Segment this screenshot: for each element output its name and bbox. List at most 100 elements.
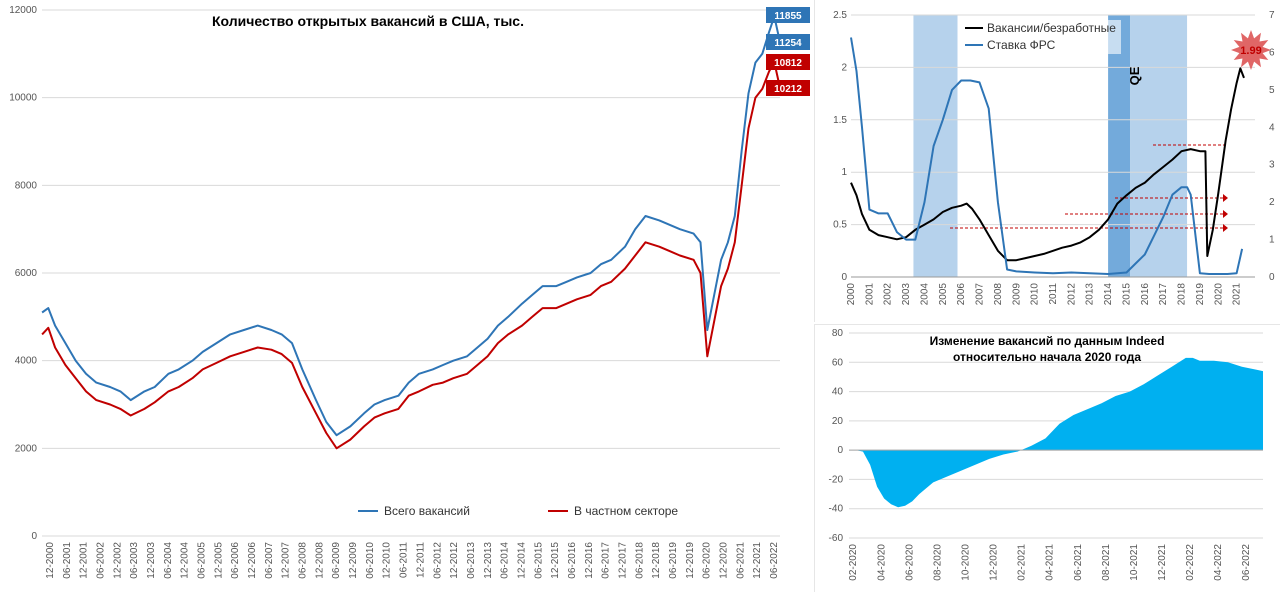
x-tick-label: 12-2021: [752, 542, 763, 579]
x-tick-label: 2008: [993, 283, 1004, 306]
x-tick-label: 06-2011: [399, 542, 410, 578]
x-tick-label: 12-2013: [483, 542, 494, 579]
x-tick-label: 06-2021: [735, 542, 746, 579]
fed-rate-series-line: [850, 37, 1244, 275]
vacancies-chart-title: Количество открытых вакансий в США, тыс.: [212, 13, 524, 29]
y-right-tick-label: 7: [1269, 10, 1275, 21]
x-tick-label: 2018: [1177, 283, 1188, 306]
indeed-area-chart: -60 -40 -20 0 20 40 60 80 02-2020 04-2020 06-2020…: [829, 328, 1263, 581]
x-tick-label: 2002: [883, 283, 894, 306]
y-right-tick-label: 2: [1269, 197, 1275, 208]
value-callout: 10212: [766, 80, 810, 96]
ratio-series-line: [850, 67, 1245, 262]
x-tick-label: 06-2010: [365, 542, 376, 579]
y-right-tick-label: 4: [1269, 122, 1275, 133]
arrow-head-icon: [1223, 224, 1228, 232]
y-tick-label: -20: [829, 474, 844, 485]
y-tick-label: 2000: [15, 443, 38, 454]
x-tick-label: 12-2001: [79, 542, 90, 579]
y-right-tick-label: 3: [1269, 160, 1275, 171]
x-tick-label: 06-2022: [769, 542, 780, 579]
x-tick-label: 12-2003: [146, 542, 157, 579]
x-tick-label: 2004: [919, 283, 930, 306]
indeed-chart-title-line1: Изменение вакансий по данным Indeed: [930, 334, 1165, 348]
y-left-tick-label: 1.5: [833, 115, 847, 126]
x-tick-label: 12-2012: [449, 542, 460, 579]
y-tick-label: 80: [832, 328, 844, 339]
ratio-fed-rate-chart: 0 0.5 1 1.5 2 2.5 0 1 2 3 4 5 6 7 2000 2001 2002 2003 20…: [833, 10, 1275, 306]
x-tick-label: 12-2020: [989, 544, 1000, 581]
y-tick-label: 4000: [15, 356, 38, 367]
x-tick-label: 2013: [1085, 283, 1096, 306]
indeed-change-area: [849, 357, 1263, 508]
x-tick-label: 08-2021: [1101, 544, 1112, 581]
x-tick-label: 10-2021: [1129, 544, 1140, 581]
x-tick-label: 06-2012: [432, 542, 443, 579]
svg-text:10812: 10812: [774, 58, 802, 69]
y-left-tick-label: 2.5: [833, 10, 847, 21]
x-tick-label: 2021: [1232, 283, 1243, 306]
x-tick-label: 2001: [864, 283, 875, 306]
x-tick-label: 2019: [1195, 283, 1206, 306]
x-tick-label: 06-2009: [331, 542, 342, 579]
reference-dashed-lines: [950, 144, 1228, 232]
x-tick-label: 12-2015: [550, 542, 561, 579]
x-tick-label: 2003: [901, 283, 912, 306]
svg-text:10212: 10212: [774, 84, 802, 95]
x-tick-label: 06-2020: [702, 542, 713, 579]
x-tick-label: 12-2020: [718, 542, 729, 579]
x-tick-label: 2000: [846, 283, 857, 306]
x-tick-label: 06-2015: [533, 542, 544, 579]
x-tick-label: 06-2006: [230, 542, 241, 579]
y-tick-label: 20: [832, 416, 844, 427]
x-tick-label: 06-2003: [129, 542, 140, 579]
series-line-private: [41, 61, 782, 450]
y-tick-label: 8000: [15, 180, 38, 191]
x-tick-label: 02-2022: [1185, 544, 1196, 581]
x-tick-label: 2017: [1158, 283, 1169, 306]
x-tick-label: 2007: [975, 283, 986, 306]
vacancies-chart-panel: Количество открытых вакансий в США, тыс.…: [9, 5, 810, 579]
legend-label-fed: Ставка ФРС: [987, 38, 1056, 52]
qe-label: QE: [1127, 66, 1142, 85]
y-tick-label: 0: [31, 531, 37, 542]
x-tick-label: 12-2019: [685, 542, 696, 579]
x-tick-label: 06-2008: [298, 542, 309, 579]
y-tick-label: 60: [832, 357, 844, 368]
x-tick-label: 06-2021: [1073, 544, 1084, 581]
x-tick-label: 12-2005: [213, 542, 224, 579]
x-tick-label: 06-2019: [668, 542, 679, 579]
y-right-tick-label: 1: [1269, 235, 1275, 246]
x-tick-label: 12-2017: [617, 542, 628, 579]
indeed-change-panel: -60 -40 -20 0 20 40 60 80 02-2020 04-2020 06-2020…: [814, 324, 1280, 592]
series-line-total: [41, 15, 782, 437]
x-tick-label: 06-2004: [163, 542, 174, 579]
value-callout: 11254: [766, 34, 810, 50]
x-tick-label: 06-2002: [96, 542, 107, 579]
qe-shaded-period: [1108, 15, 1131, 277]
x-tick-label: 12-2010: [382, 542, 393, 579]
y-tick-label: 12000: [9, 5, 37, 16]
x-tick-label: 02-2020: [848, 544, 859, 581]
ratio-fed-rate-panel: 0 0.5 1 1.5 2 2.5 0 1 2 3 4 5 6 7 2000 2001 2002 2003 20…: [814, 0, 1280, 322]
x-tick-label: 04-2022: [1213, 544, 1224, 581]
x-tick-label: 06-2005: [197, 542, 208, 579]
x-tick-label: 12-2018: [651, 542, 662, 579]
peak-callout: 1.99: [1231, 30, 1271, 70]
x-tick-label: 2010: [1030, 283, 1041, 306]
x-tick-label: 06-2016: [567, 542, 578, 579]
x-tick-label: 06-2001: [62, 542, 73, 579]
y-tick-label: 0: [837, 445, 843, 456]
starburst-icon: [1231, 30, 1271, 70]
ratio-legend: Вакансии/безработные Ставка ФРС: [961, 20, 1121, 54]
x-tick-label: 2012: [1066, 283, 1077, 306]
y-tick-label: -60: [829, 533, 844, 544]
x-tick-label: 12-2021: [1157, 544, 1168, 581]
y-left-tick-label: 2: [841, 62, 847, 73]
x-tick-label: 2006: [956, 283, 967, 306]
x-tick-label: 2009: [1011, 283, 1022, 306]
x-tick-label: 2020: [1213, 283, 1224, 306]
value-callout: 11855: [766, 7, 810, 23]
y-right-tick-label: 5: [1269, 85, 1275, 96]
legend-label-total: Всего вакансий: [384, 504, 470, 518]
